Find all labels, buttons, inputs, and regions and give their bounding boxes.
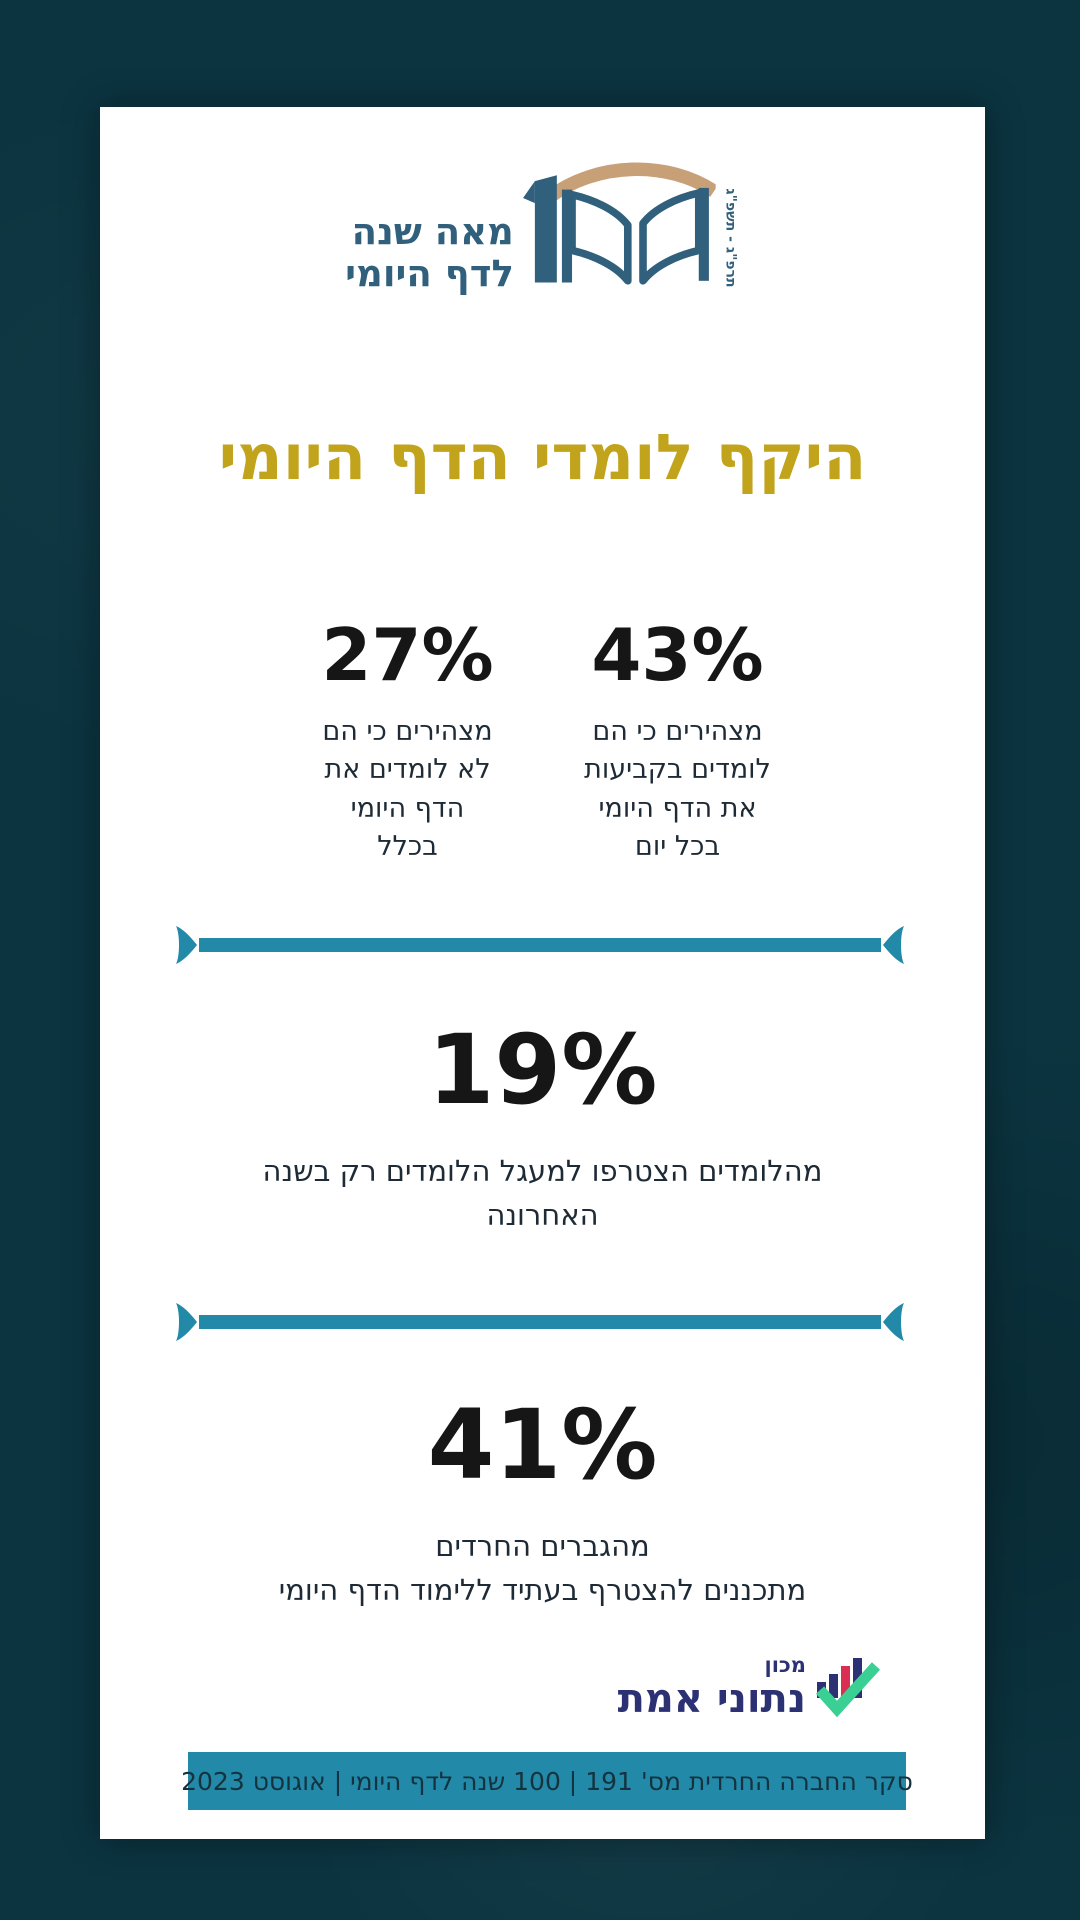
logo-title-line2: לדף היומי <box>345 251 514 295</box>
netunei-emet-logo: מכון נתוני אמת <box>618 1655 880 1720</box>
stat-value: 43% <box>591 613 764 697</box>
stat-description: מהלומדים הצטרפו למעגל הלומדים רק בשנה הא… <box>262 1154 823 1232</box>
institute-prefix: מכון <box>764 1653 806 1677</box>
logo-title-text: מאה שנה לדף היומי <box>345 209 514 295</box>
stat-description: מצהירים כי הם לומדים בקביעות את הדף היומ… <box>584 716 771 862</box>
bar-chart-checkmark-icon <box>816 1657 880 1717</box>
content-card: מאה שנה לדף היומי תרפ"ג - תשפ"ג <box>100 107 985 1839</box>
stat-value: 27% <box>321 613 494 697</box>
decorative-divider <box>176 1303 904 1341</box>
stat-new-joiners: 19% מהלומדים הצטרפו למעגל הלומדים רק בשנ… <box>100 1022 985 1237</box>
institute-name: נתוני אמת <box>617 1676 806 1722</box>
stat-future-joiners: 41% מהגברים החרדים מתכננים להצטרף בעתיד … <box>100 1397 985 1612</box>
institute-text: מכון נתוני אמת <box>617 1653 806 1722</box>
stats-row: 43% מצהירים כי הם לומדים בקביעות את הדף … <box>100 619 985 866</box>
logo-title-line1: מאה שנה <box>351 209 514 253</box>
decorative-divider <box>176 926 904 964</box>
source-banner-text: סקר החברה החרדית מס' 191 | 100 שנה לדף ה… <box>181 1766 913 1796</box>
stat-non-learners: 27% מצהירים כי הם לא לומדים את הדף היומי… <box>287 619 529 866</box>
stat-description: מצהירים כי הם לא לומדים את הדף היומי בכל… <box>322 716 493 862</box>
page-title: היקף לומדי הדף היומי <box>218 421 867 494</box>
stat-value: 41% <box>427 1389 658 1501</box>
logo-hebrew-years: תרפ"ג - תשפ"ג <box>722 188 739 288</box>
source-banner: סקר החברה החרדית מס' 191 | 100 שנה לדף ה… <box>181 1752 913 1810</box>
stat-value: 19% <box>427 1014 658 1126</box>
stat-regular-learners: 43% מצהירים כי הם לומדים בקביעות את הדף … <box>557 619 799 866</box>
open-book-100-icon <box>523 162 716 285</box>
daf-yomi-100-logo: מאה שנה לדף היומי תרפ"ג - תשפ"ג <box>345 137 740 297</box>
stat-description: מהגברים החרדים מתכננים להצטרף בעתיד ללימ… <box>278 1529 807 1607</box>
